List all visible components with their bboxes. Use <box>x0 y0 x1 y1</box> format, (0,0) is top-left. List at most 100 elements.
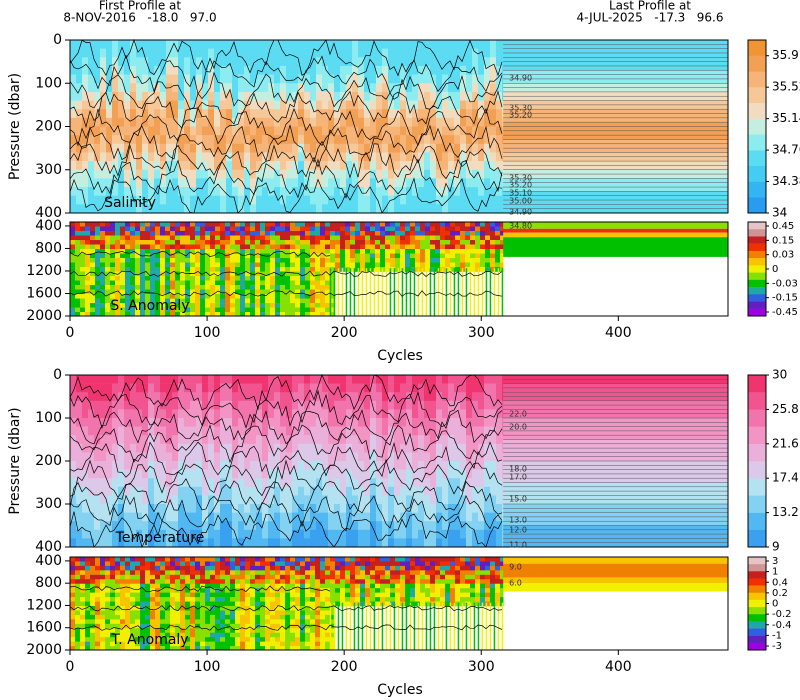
field-cell <box>304 495 311 505</box>
field-cell <box>450 235 456 241</box>
field-cell <box>478 392 485 402</box>
field-cell <box>250 418 257 427</box>
field-cell <box>334 91 341 101</box>
field-cell <box>106 152 113 162</box>
field-cell <box>298 443 305 453</box>
field-cell <box>274 178 281 188</box>
field-cell <box>226 187 233 196</box>
field-cell <box>130 161 137 171</box>
field-cell <box>340 100 347 110</box>
field-cell <box>394 100 401 110</box>
field-cell <box>382 400 389 410</box>
field-cell <box>400 375 407 384</box>
field-cell <box>112 74 119 84</box>
y-tick-label: 800 <box>35 240 62 256</box>
field-cell <box>235 285 241 290</box>
field-cell <box>405 258 411 263</box>
field-cell <box>310 298 316 304</box>
field-cell <box>160 178 167 188</box>
field-cell <box>70 276 76 281</box>
field-cell <box>290 307 296 313</box>
field-cell <box>375 226 381 232</box>
field-cell <box>406 529 413 539</box>
field-cell <box>196 126 203 136</box>
field-band <box>503 178 728 184</box>
field-cell <box>232 495 239 505</box>
field-cell <box>110 267 116 272</box>
field-cell <box>190 262 196 268</box>
field-cell <box>328 100 335 110</box>
field-cell <box>382 83 389 93</box>
field-cell <box>125 271 131 277</box>
field-cell <box>165 294 171 299</box>
field-cell <box>334 126 341 136</box>
field-cell <box>76 461 83 470</box>
field-cell <box>90 632 96 638</box>
field-cell <box>260 262 266 268</box>
field-cell <box>406 512 413 522</box>
field-cell <box>215 240 221 245</box>
field-cell <box>178 409 185 419</box>
field-cell <box>172 65 179 75</box>
field-cell <box>290 285 296 290</box>
field-cell <box>70 623 76 629</box>
field-cell <box>382 409 389 419</box>
field-cell <box>412 478 419 488</box>
field-cell <box>376 469 383 479</box>
field-cell <box>320 294 326 299</box>
field-cell <box>118 375 125 384</box>
field-cell <box>232 152 239 162</box>
field-cell <box>316 435 323 445</box>
field-cell <box>202 135 209 145</box>
field-cell <box>262 400 269 410</box>
field-cell <box>460 469 467 479</box>
field-cell <box>95 619 101 625</box>
field-cell <box>106 452 113 462</box>
field-cell <box>142 409 149 419</box>
field-cell <box>305 226 311 232</box>
field-cell <box>365 235 371 241</box>
field-cell <box>346 435 353 445</box>
field-cell <box>304 409 311 419</box>
field-cell <box>448 178 455 188</box>
field-cell <box>320 222 326 227</box>
field-cell <box>190 222 196 227</box>
field-cell <box>105 574 111 580</box>
field-cell <box>262 204 269 214</box>
field-cell <box>358 504 365 513</box>
field-cell <box>304 469 311 479</box>
field-cell <box>190 529 197 539</box>
field-cell <box>170 258 176 263</box>
field-cell <box>112 100 119 110</box>
field-cell <box>270 285 276 290</box>
field-cell <box>328 452 335 462</box>
field-cell <box>235 307 241 313</box>
field-cell <box>250 74 257 84</box>
field-cell <box>346 204 353 214</box>
field-cell <box>454 100 461 110</box>
colorbar-label: -0.03 <box>772 278 798 289</box>
field-cell <box>328 48 335 58</box>
field-cell <box>370 152 377 162</box>
field-cell <box>105 231 111 236</box>
field-cell <box>238 195 245 205</box>
field-cell <box>238 538 245 548</box>
field-cell <box>232 512 239 522</box>
field-cell <box>75 592 81 598</box>
field-cell <box>175 285 181 290</box>
field-cell <box>346 418 353 427</box>
field-cell <box>315 307 321 313</box>
field-cell <box>304 392 311 402</box>
field-cell <box>376 57 383 67</box>
field-cell <box>496 495 503 505</box>
field-cell <box>82 178 89 188</box>
field-cell <box>80 610 86 616</box>
field-cell <box>410 235 416 241</box>
field-cell <box>400 117 407 127</box>
field-cell <box>232 126 239 136</box>
field-cell <box>185 240 191 245</box>
field-cell <box>202 486 209 496</box>
field-cell <box>154 91 161 101</box>
first-label: First Profile at <box>99 0 182 13</box>
field-cell <box>202 152 209 162</box>
